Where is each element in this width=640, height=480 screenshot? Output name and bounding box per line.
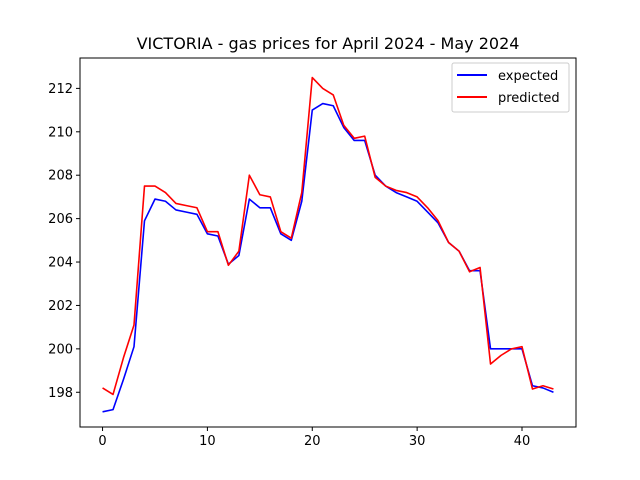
- y-tick-label: 210: [48, 125, 73, 140]
- y-axis: 198 200 202 204 206 208 210 212: [48, 82, 80, 401]
- plot-frame: [79, 57, 577, 428]
- x-tick-label: 0: [98, 434, 106, 449]
- series-line-predicted: [102, 76, 554, 396]
- x-tick-label: 20: [304, 434, 321, 449]
- legend-expected-label: expected: [498, 69, 558, 84]
- x-axis: 0 10 20 30 40: [98, 427, 530, 449]
- series-layer: [102, 76, 554, 413]
- x-tick-label: 30: [409, 434, 426, 449]
- y-tick-label: 202: [48, 299, 73, 314]
- y-tick-label: 206: [48, 212, 73, 227]
- y-tick-label: 212: [48, 82, 73, 97]
- x-tick-label: 40: [514, 434, 531, 449]
- y-tick-label: 204: [48, 256, 73, 271]
- x-tick-label: 10: [199, 434, 216, 449]
- series-line-expected: [102, 102, 554, 413]
- y-tick-label: 198: [48, 386, 73, 401]
- legend-predicted-label: predicted: [498, 91, 560, 106]
- legend: expected predicted: [451, 62, 570, 113]
- chart-title: VICTORIA - gas prices for April 2024 - M…: [137, 34, 520, 53]
- y-tick-label: 208: [48, 169, 73, 184]
- y-tick-label: 200: [48, 342, 73, 357]
